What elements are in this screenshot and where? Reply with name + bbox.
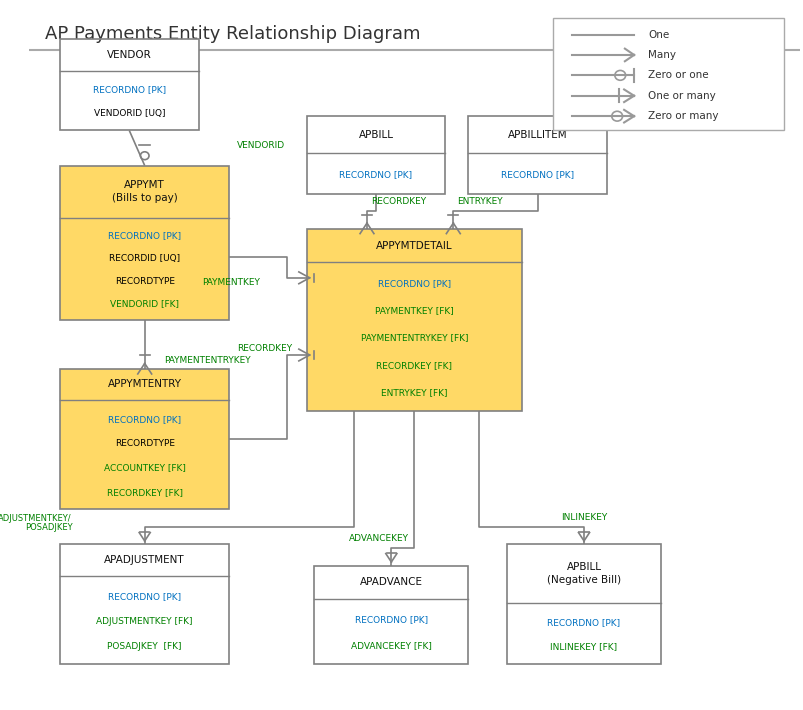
- FancyBboxPatch shape: [468, 116, 606, 153]
- Text: Many: Many: [647, 50, 675, 60]
- Text: RECORDNO [PK]: RECORDNO [PK]: [377, 280, 450, 288]
- Text: POSADJKEY  [FK]: POSADJKEY [FK]: [108, 642, 181, 651]
- Text: APPYMTENTRY: APPYMTENTRY: [108, 379, 181, 389]
- FancyBboxPatch shape: [60, 577, 229, 664]
- Text: VENDOR: VENDOR: [107, 50, 152, 60]
- Text: One or many: One or many: [647, 91, 715, 101]
- FancyBboxPatch shape: [306, 263, 522, 411]
- Text: RECORDTYPE: RECORDTYPE: [115, 439, 174, 448]
- Text: RECORDNO [PK]: RECORDNO [PK]: [547, 618, 620, 627]
- FancyBboxPatch shape: [552, 18, 784, 131]
- Text: RECORDNO [PK]: RECORDNO [PK]: [108, 591, 181, 601]
- Text: POSADJKEY: POSADJKEY: [25, 523, 73, 532]
- Text: INLINEKEY: INLINEKEY: [560, 513, 606, 522]
- Text: APBILLITEM: APBILLITEM: [507, 130, 567, 140]
- Text: ENTRYKEY [FK]: ENTRYKEY [FK]: [381, 388, 447, 397]
- Text: APADVANCE: APADVANCE: [360, 577, 422, 587]
- FancyBboxPatch shape: [314, 565, 468, 599]
- Text: APBILL
(Negative Bill): APBILL (Negative Bill): [546, 562, 620, 585]
- Text: APADJUSTMENT: APADJUSTMENT: [104, 555, 185, 565]
- FancyBboxPatch shape: [60, 400, 229, 509]
- Text: ADJUSTMENTKEY/: ADJUSTMENTKEY/: [0, 514, 71, 523]
- Text: ENTRYKEY: ENTRYKEY: [457, 197, 502, 206]
- Text: RECORDKEY: RECORDKEY: [237, 344, 292, 354]
- Text: RECORDNO [PK]: RECORDNO [PK]: [339, 170, 412, 180]
- Text: VENDORID [FK]: VENDORID [FK]: [110, 300, 179, 309]
- FancyBboxPatch shape: [60, 165, 229, 218]
- Text: RECORDKEY [FK]: RECORDKEY [FK]: [376, 361, 452, 370]
- Text: RECORDKEY [FK]: RECORDKEY [FK]: [107, 488, 182, 497]
- Text: VENDORID [UQ]: VENDORID [UQ]: [93, 109, 165, 118]
- Text: RECORDNO [PK]: RECORDNO [PK]: [500, 170, 573, 180]
- Text: RECORDNO [PK]: RECORDNO [PK]: [108, 231, 181, 241]
- Text: RECORDNO [PK]: RECORDNO [PK]: [92, 85, 165, 94]
- Text: INLINEKEY [FK]: INLINEKEY [FK]: [550, 642, 617, 651]
- Text: ADVANCEKEY [FK]: ADVANCEKEY [FK]: [350, 641, 431, 650]
- Text: VENDORID: VENDORID: [237, 141, 285, 150]
- Text: RECORDTYPE: RECORDTYPE: [115, 277, 174, 286]
- FancyBboxPatch shape: [60, 545, 229, 577]
- FancyBboxPatch shape: [507, 545, 660, 603]
- FancyBboxPatch shape: [306, 153, 445, 194]
- Text: RECORDNO [PK]: RECORDNO [PK]: [108, 415, 181, 424]
- Text: ADJUSTMENTKEY [FK]: ADJUSTMENTKEY [FK]: [96, 617, 193, 626]
- FancyBboxPatch shape: [60, 39, 198, 70]
- Text: APPYMT
(Bills to pay): APPYMT (Bills to pay): [112, 180, 177, 203]
- Text: PAYMENTKEY [FK]: PAYMENTKEY [FK]: [375, 307, 453, 315]
- Text: One: One: [647, 30, 668, 40]
- FancyBboxPatch shape: [507, 603, 660, 664]
- FancyBboxPatch shape: [60, 218, 229, 320]
- FancyBboxPatch shape: [306, 116, 445, 153]
- Text: Zero or many: Zero or many: [647, 111, 718, 121]
- Text: ACCOUNTKEY [FK]: ACCOUNTKEY [FK]: [104, 464, 185, 472]
- Text: PAYMENTKEY: PAYMENTKEY: [202, 278, 260, 287]
- FancyBboxPatch shape: [306, 229, 522, 263]
- Text: APPYMTDETAIL: APPYMTDETAIL: [376, 241, 452, 251]
- Text: PAYMENTENTRYKEY: PAYMENTENTRYKEY: [164, 356, 251, 366]
- Text: AP Payments Entity Relationship Diagram: AP Payments Entity Relationship Diagram: [44, 26, 419, 43]
- Text: APBILL: APBILL: [358, 130, 393, 140]
- FancyBboxPatch shape: [60, 369, 229, 400]
- Text: PAYMENTENTRYKEY [FK]: PAYMENTENTRYKEY [FK]: [361, 334, 467, 343]
- Text: RECORDID [UQ]: RECORDID [UQ]: [109, 254, 180, 263]
- FancyBboxPatch shape: [314, 599, 468, 664]
- Text: Zero or one: Zero or one: [647, 70, 707, 80]
- FancyBboxPatch shape: [468, 153, 606, 194]
- FancyBboxPatch shape: [60, 70, 198, 131]
- Text: ADVANCEKEY: ADVANCEKEY: [349, 534, 409, 543]
- Text: RECORDKEY: RECORDKEY: [370, 197, 426, 206]
- Text: RECORDNO [PK]: RECORDNO [PK]: [354, 616, 427, 624]
